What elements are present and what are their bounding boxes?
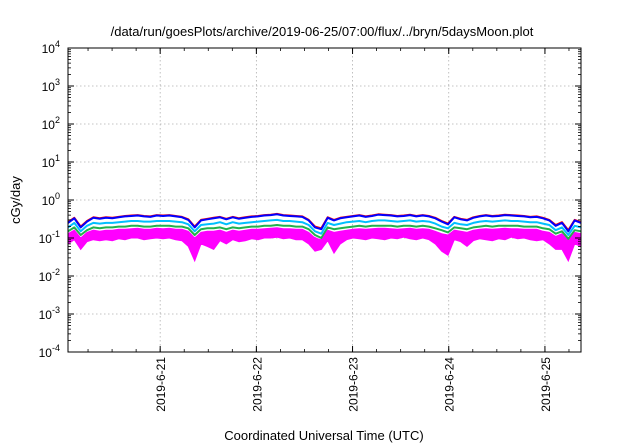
y-tick-label-exponent: 4 bbox=[55, 39, 60, 49]
x-tick-label: 2019-6-21 bbox=[154, 357, 168, 412]
x-tick-label: 2019-6-24 bbox=[443, 357, 457, 412]
y-tick-label-exponent: 2 bbox=[55, 115, 60, 125]
chart-title: /data/run/goesPlots/archive/2019-06-25/0… bbox=[111, 24, 534, 39]
series-line-2 bbox=[67, 213, 582, 233]
y-tick-label: 10-4 bbox=[39, 343, 60, 360]
y-tick-label-exponent: -2 bbox=[52, 267, 60, 277]
y-tick-label: 100 bbox=[42, 191, 60, 208]
series-line-4 bbox=[67, 224, 582, 240]
y-tick-label-base: 10 bbox=[42, 156, 56, 170]
x-tick-label: 2019-6-22 bbox=[250, 357, 264, 412]
y-tick-label-exponent: 1 bbox=[55, 153, 60, 163]
grid bbox=[68, 48, 581, 352]
y-tick-label: 10-2 bbox=[39, 267, 60, 284]
y-tick-label: 103 bbox=[42, 77, 60, 94]
y-tick-label-base: 10 bbox=[42, 194, 56, 208]
y-tick-label-base: 10 bbox=[42, 118, 56, 132]
y-tick-label: 104 bbox=[42, 39, 60, 56]
series-line-3 bbox=[67, 218, 582, 236]
y-tick-label-base: 10 bbox=[39, 346, 53, 360]
y-tick-label-exponent: -4 bbox=[52, 343, 60, 353]
x-tick-label: 2019-6-23 bbox=[347, 357, 361, 412]
series-layer bbox=[67, 212, 582, 248]
y-tick-label: 10-3 bbox=[39, 305, 60, 322]
y-tick-label-base: 10 bbox=[42, 42, 56, 56]
series-line-5 bbox=[67, 227, 582, 244]
y-tick-label: 101 bbox=[42, 153, 60, 170]
y-tick-label-exponent: -1 bbox=[52, 229, 60, 239]
y-axis-label: cGy/day bbox=[8, 176, 23, 224]
y-tick-label-base: 10 bbox=[39, 270, 53, 284]
x-axis-ticks: 2019-6-21 2019-6-22 2019-6-23 2019-6-24 2019… bbox=[87, 48, 570, 412]
x-axis-label: Coordinated Universal Time (UTC) bbox=[224, 428, 423, 443]
y-tick-label-base: 10 bbox=[39, 232, 53, 246]
y-tick-label-base: 10 bbox=[42, 80, 56, 94]
y-tick-label: 10-1 bbox=[39, 229, 60, 246]
y-tick-label: 102 bbox=[42, 115, 60, 132]
y-tick-label-exponent: 3 bbox=[55, 77, 60, 87]
y-tick-label-exponent: -3 bbox=[52, 305, 60, 315]
series-line-0 bbox=[67, 231, 582, 248]
y-tick-label-base: 10 bbox=[39, 308, 53, 322]
y-tick-label-exponent: 0 bbox=[55, 191, 60, 201]
x-tick-label: 2019-6-25 bbox=[539, 357, 553, 412]
